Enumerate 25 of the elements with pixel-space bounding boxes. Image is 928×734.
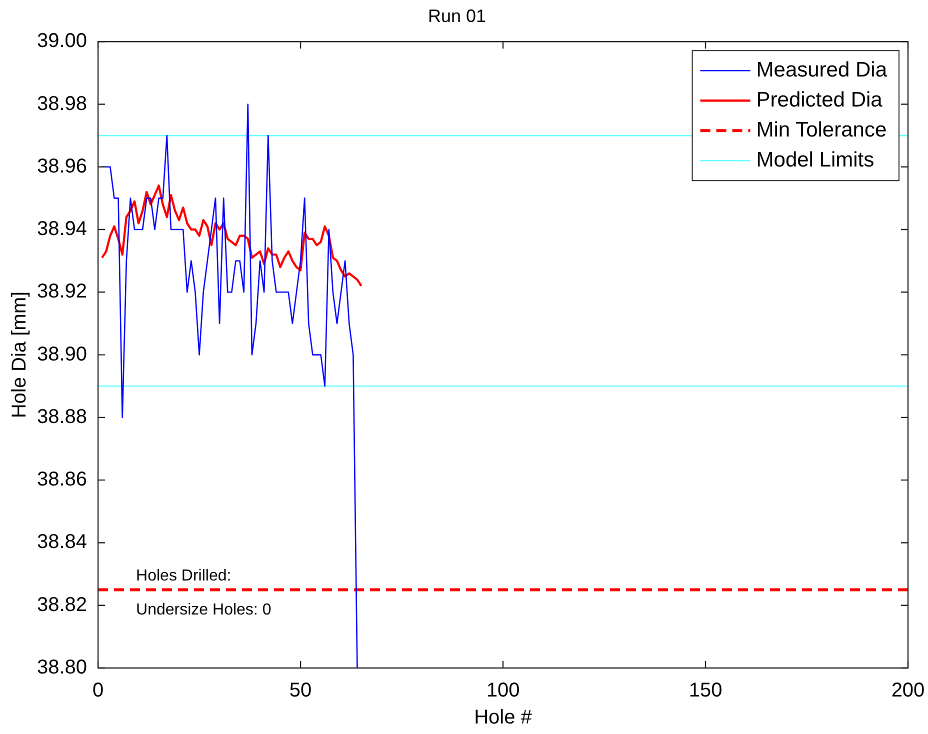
y-tick-label: 38.96: [36, 155, 88, 178]
chart-title: Run 01: [428, 6, 486, 26]
legend-label: Model Limits: [756, 148, 874, 172]
x-tick-label: 200: [891, 680, 925, 702]
y-tick-label: 38.82: [36, 594, 88, 616]
legend-label: Min Tolerance: [756, 118, 887, 142]
y-tick-label: 38.98: [36, 92, 88, 115]
y-tick-label: 38.80: [36, 656, 88, 679]
x-tick-label: 50: [289, 680, 312, 702]
legend-label: Predicted Dia: [756, 88, 883, 112]
x-axis-title: Hole #: [474, 706, 533, 729]
y-tick-label: 38.84: [36, 531, 88, 554]
legend-label: Measured Dia: [756, 58, 888, 82]
y-tick-label: 38.90: [36, 343, 88, 366]
y-tick-label: 39.00: [36, 30, 88, 52]
y-axis-title: Hole Dia [mm]: [8, 291, 31, 418]
x-tick-label: 100: [486, 680, 520, 702]
annotation: Holes Drilled:: [136, 567, 232, 584]
x-tick-label: 0: [92, 680, 104, 702]
y-tick-label: 38.92: [36, 280, 88, 303]
y-tick-label: 38.94: [36, 218, 88, 240]
x-tick-label: 150: [688, 680, 722, 702]
annotation: Undersize Holes: 0: [136, 601, 272, 618]
y-tick-label: 38.86: [36, 468, 88, 491]
y-tick-label: 38.88: [36, 406, 88, 428]
